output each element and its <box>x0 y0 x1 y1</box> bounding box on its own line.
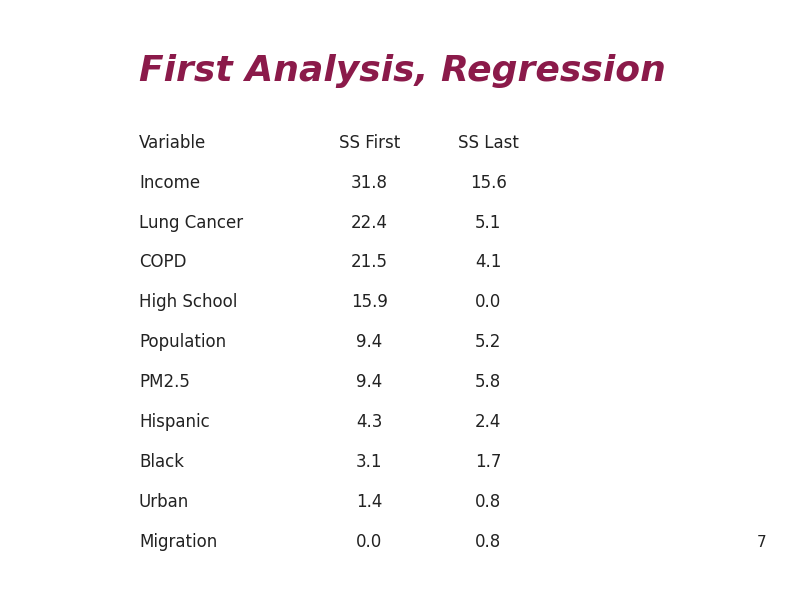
Text: COPD: COPD <box>139 253 187 271</box>
Text: 5.2: 5.2 <box>475 333 502 351</box>
Text: PM2.5: PM2.5 <box>139 373 190 391</box>
Text: 0.8: 0.8 <box>475 533 502 550</box>
Text: 4.1: 4.1 <box>475 253 502 271</box>
Text: 0.0: 0.0 <box>356 533 383 550</box>
Text: SS Last: SS Last <box>458 134 518 152</box>
Text: 5.8: 5.8 <box>475 373 502 391</box>
Text: Hispanic: Hispanic <box>139 413 210 431</box>
Text: 2.4: 2.4 <box>475 413 502 431</box>
Text: Migration: Migration <box>139 533 218 550</box>
Text: SS First: SS First <box>338 134 400 152</box>
Text: 1.7: 1.7 <box>475 453 502 471</box>
Text: 5.1: 5.1 <box>475 214 502 231</box>
Text: Lung Cancer: Lung Cancer <box>139 214 243 231</box>
Text: 0.0: 0.0 <box>475 293 502 311</box>
Text: High School: High School <box>139 293 237 311</box>
Text: 1.4: 1.4 <box>356 493 383 511</box>
Text: 15.6: 15.6 <box>470 174 507 192</box>
Text: 31.8: 31.8 <box>351 174 387 192</box>
Text: First Analysis, Regression: First Analysis, Regression <box>139 54 666 87</box>
Text: Income: Income <box>139 174 200 192</box>
Text: 7: 7 <box>757 536 766 550</box>
Text: 9.4: 9.4 <box>356 373 383 391</box>
Text: 9.4: 9.4 <box>356 333 383 351</box>
Text: Urban: Urban <box>139 493 189 511</box>
Text: 21.5: 21.5 <box>351 253 387 271</box>
Text: Population: Population <box>139 333 226 351</box>
Text: Variable: Variable <box>139 134 206 152</box>
Text: 0.8: 0.8 <box>475 493 502 511</box>
Text: Black: Black <box>139 453 184 471</box>
Text: 15.9: 15.9 <box>351 293 387 311</box>
Text: 4.3: 4.3 <box>356 413 383 431</box>
Text: 22.4: 22.4 <box>351 214 387 231</box>
Text: 3.1: 3.1 <box>356 453 383 471</box>
